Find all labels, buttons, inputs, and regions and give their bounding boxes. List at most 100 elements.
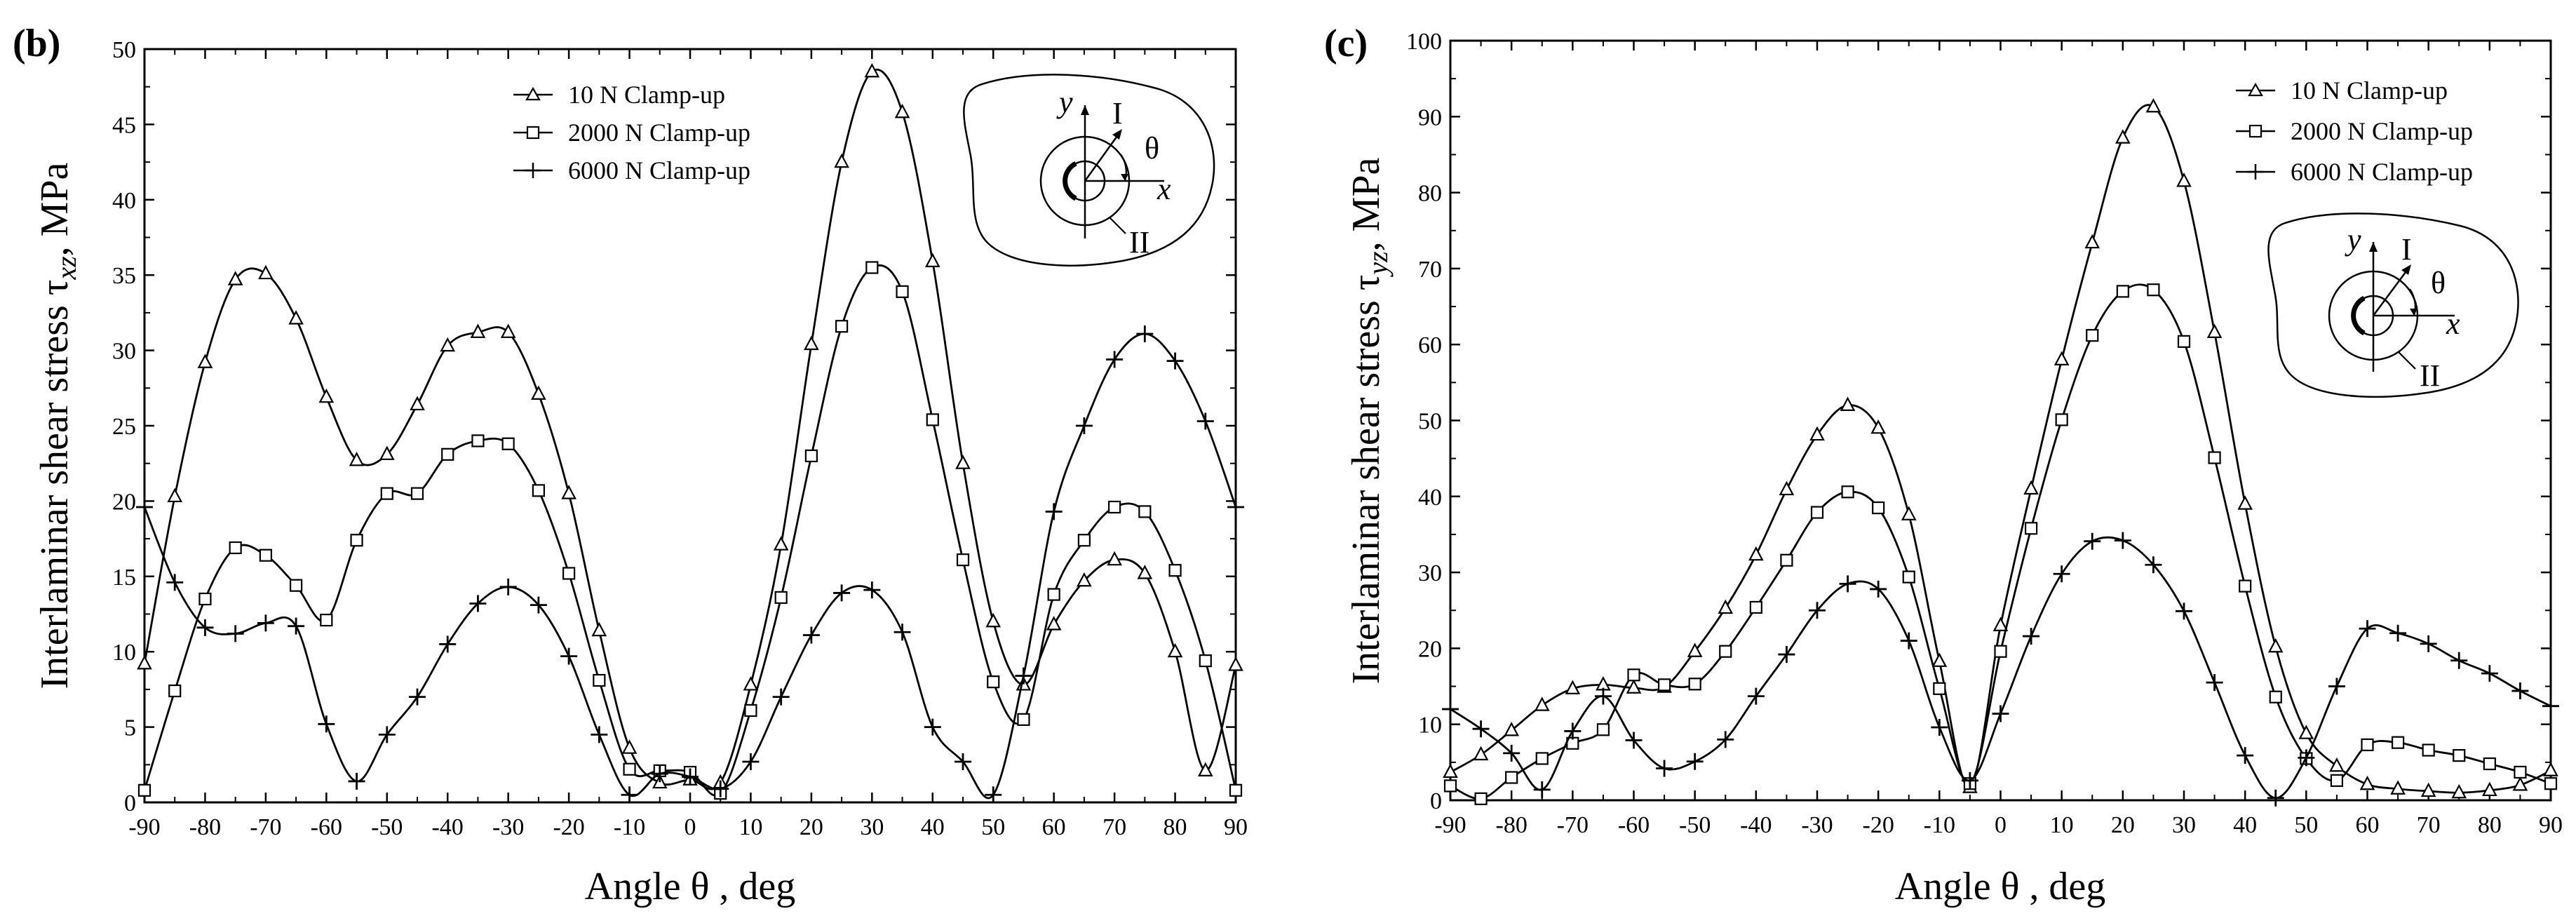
- data-point-triangle-c: [2543, 762, 2558, 776]
- data-point-plus-c: [1900, 632, 1917, 649]
- data-point-triangle-b: [470, 323, 486, 338]
- data-point-triangle-b: [500, 323, 516, 338]
- data-point-plus-c: [1625, 732, 1643, 749]
- data-point-plus-c: [2542, 697, 2559, 715]
- x-tick-label-b: 0: [685, 814, 696, 840]
- x-axis-title-c: Angle θ , deg: [1895, 865, 2106, 908]
- data-point-square-c: [2483, 757, 2496, 771]
- data-point-triangle-c: [1809, 426, 1825, 441]
- series-group-c: [1442, 97, 2559, 807]
- y-tick-label-c: 80: [1418, 181, 1442, 207]
- data-point-plus-c: [2084, 532, 2101, 550]
- data-point-square-b: [1047, 588, 1060, 601]
- y-tick-label-b: 35: [112, 263, 136, 289]
- data-point-triangle-c: [1931, 652, 1948, 667]
- data-point-triangle-c: [2023, 480, 2039, 495]
- series-line-plus-c: [1450, 536, 2551, 800]
- data-point-plus-b: [469, 595, 487, 612]
- data-point-triangle-c: [1504, 722, 1519, 736]
- inset-schematic-b: y I θ x II: [963, 74, 1215, 267]
- data-point-triangle-c: [1565, 680, 1581, 694]
- data-point-square-c: [2055, 413, 2068, 426]
- data-point-triangle-b: [864, 62, 880, 78]
- legend-label-6000n-b: 6000 N Clamp-up: [568, 156, 750, 184]
- x-tick-label-b: -10: [614, 814, 645, 840]
- data-point-square-b: [623, 762, 636, 776]
- data-point-triangle-c: [1840, 396, 1856, 411]
- x-tick-label-c: 30: [2172, 812, 2196, 838]
- x-tick-label-b: 20: [800, 814, 823, 840]
- y-tick-label-b: 15: [112, 565, 136, 591]
- y-axis-title-main-c: Interlaminar shear stress τ: [1344, 275, 1388, 685]
- data-point-plus-c: [2237, 747, 2254, 765]
- data-point-square-b: [593, 673, 606, 687]
- data-point-plus-c: [1931, 719, 1948, 736]
- x-tick-label-b: -50: [371, 814, 403, 840]
- data-point-square-b: [410, 487, 424, 500]
- inset-outline-b: [963, 74, 1215, 267]
- data-point-plus-c: [2053, 565, 2070, 583]
- data-point-triangle-b: [1107, 551, 1122, 566]
- data-point-triangle-b: [1046, 616, 1062, 631]
- data-point-square-c: [1933, 682, 1946, 695]
- y-tick-label-b: 25: [112, 414, 136, 440]
- data-point-plus-b: [560, 647, 578, 665]
- inset-II-label-c: II: [2420, 358, 2440, 393]
- data-point-square-b: [471, 434, 485, 447]
- data-point-plus-b: [1075, 417, 1093, 434]
- data-point-triangle-b: [227, 271, 243, 285]
- data-point-plus-b: [712, 780, 729, 797]
- data-point-plus-b: [985, 786, 1002, 804]
- data-point-square-b: [865, 261, 879, 274]
- data-point-plus-c: [2389, 624, 2407, 642]
- data-point-plus-c: [2145, 556, 2162, 574]
- data-point-triangle-b: [167, 487, 183, 503]
- data-point-square-b: [441, 447, 454, 461]
- inset-theta-label-c: θ: [2431, 266, 2446, 300]
- legend-marker-triangle-c: [2248, 82, 2263, 97]
- x-tick-label-b: 60: [1042, 814, 1066, 840]
- data-point-triangle-b: [1228, 656, 1243, 671]
- data-point-square-b: [1017, 713, 1030, 726]
- data-point-square-b: [926, 413, 939, 426]
- y-tick-label-c: 60: [1418, 332, 1442, 358]
- inset-y-label-b: y: [1056, 85, 1073, 119]
- data-point-square-b: [259, 548, 272, 562]
- data-point-square-b: [1138, 505, 1152, 518]
- data-point-plus-b: [1045, 503, 1063, 520]
- y-axis-title-tail-b: , MPa: [33, 162, 76, 256]
- data-point-triangle-c: [1992, 617, 2009, 632]
- x-tick-label-c: 20: [2111, 812, 2135, 838]
- x-tick-label-c: 40: [2233, 812, 2257, 838]
- data-point-plus-c: [1747, 687, 1765, 705]
- data-point-square-c: [1474, 792, 1488, 805]
- data-point-triangle-c: [1779, 480, 1795, 496]
- data-point-plus-c: [2481, 665, 2498, 682]
- x-tick-label-c: 90: [2539, 812, 2563, 838]
- inset-x-label-b: x: [1156, 172, 1171, 206]
- data-point-plus-c: [2298, 749, 2315, 767]
- y-tick-label-c: 10: [1418, 713, 1442, 739]
- data-point-triangle-b: [804, 335, 819, 351]
- data-point-plus-c: [2450, 652, 2468, 669]
- data-point-plus-b: [772, 688, 790, 706]
- x-tick-label-b: -20: [553, 814, 584, 840]
- data-point-square-b: [804, 449, 818, 463]
- y-axis-title-b: Interlaminar shear stress τxz, MPa: [33, 162, 82, 689]
- x-tick-label-c: -90: [1434, 812, 1466, 838]
- data-point-triangle-c: [2206, 323, 2223, 338]
- y-tick-label-c: 100: [1406, 29, 1442, 55]
- legend-marker-square-c: [2248, 124, 2263, 138]
- inset-I-label-b: I: [1112, 96, 1123, 130]
- data-point-plus-b: [924, 718, 941, 736]
- inset-y-label-c: y: [2345, 222, 2361, 257]
- legend-marker-triangle-b: [525, 86, 541, 101]
- data-point-plus-b: [136, 498, 153, 516]
- data-point-triangle-b: [955, 454, 971, 469]
- data-point-triangle-c: [2084, 234, 2100, 249]
- data-point-plus-b: [499, 578, 517, 595]
- x-tick-label-b: 40: [921, 814, 945, 840]
- data-point-triangle-c: [2451, 783, 2467, 799]
- x-tick-label-c: -20: [1863, 812, 1894, 838]
- data-point-square-c: [2239, 579, 2252, 593]
